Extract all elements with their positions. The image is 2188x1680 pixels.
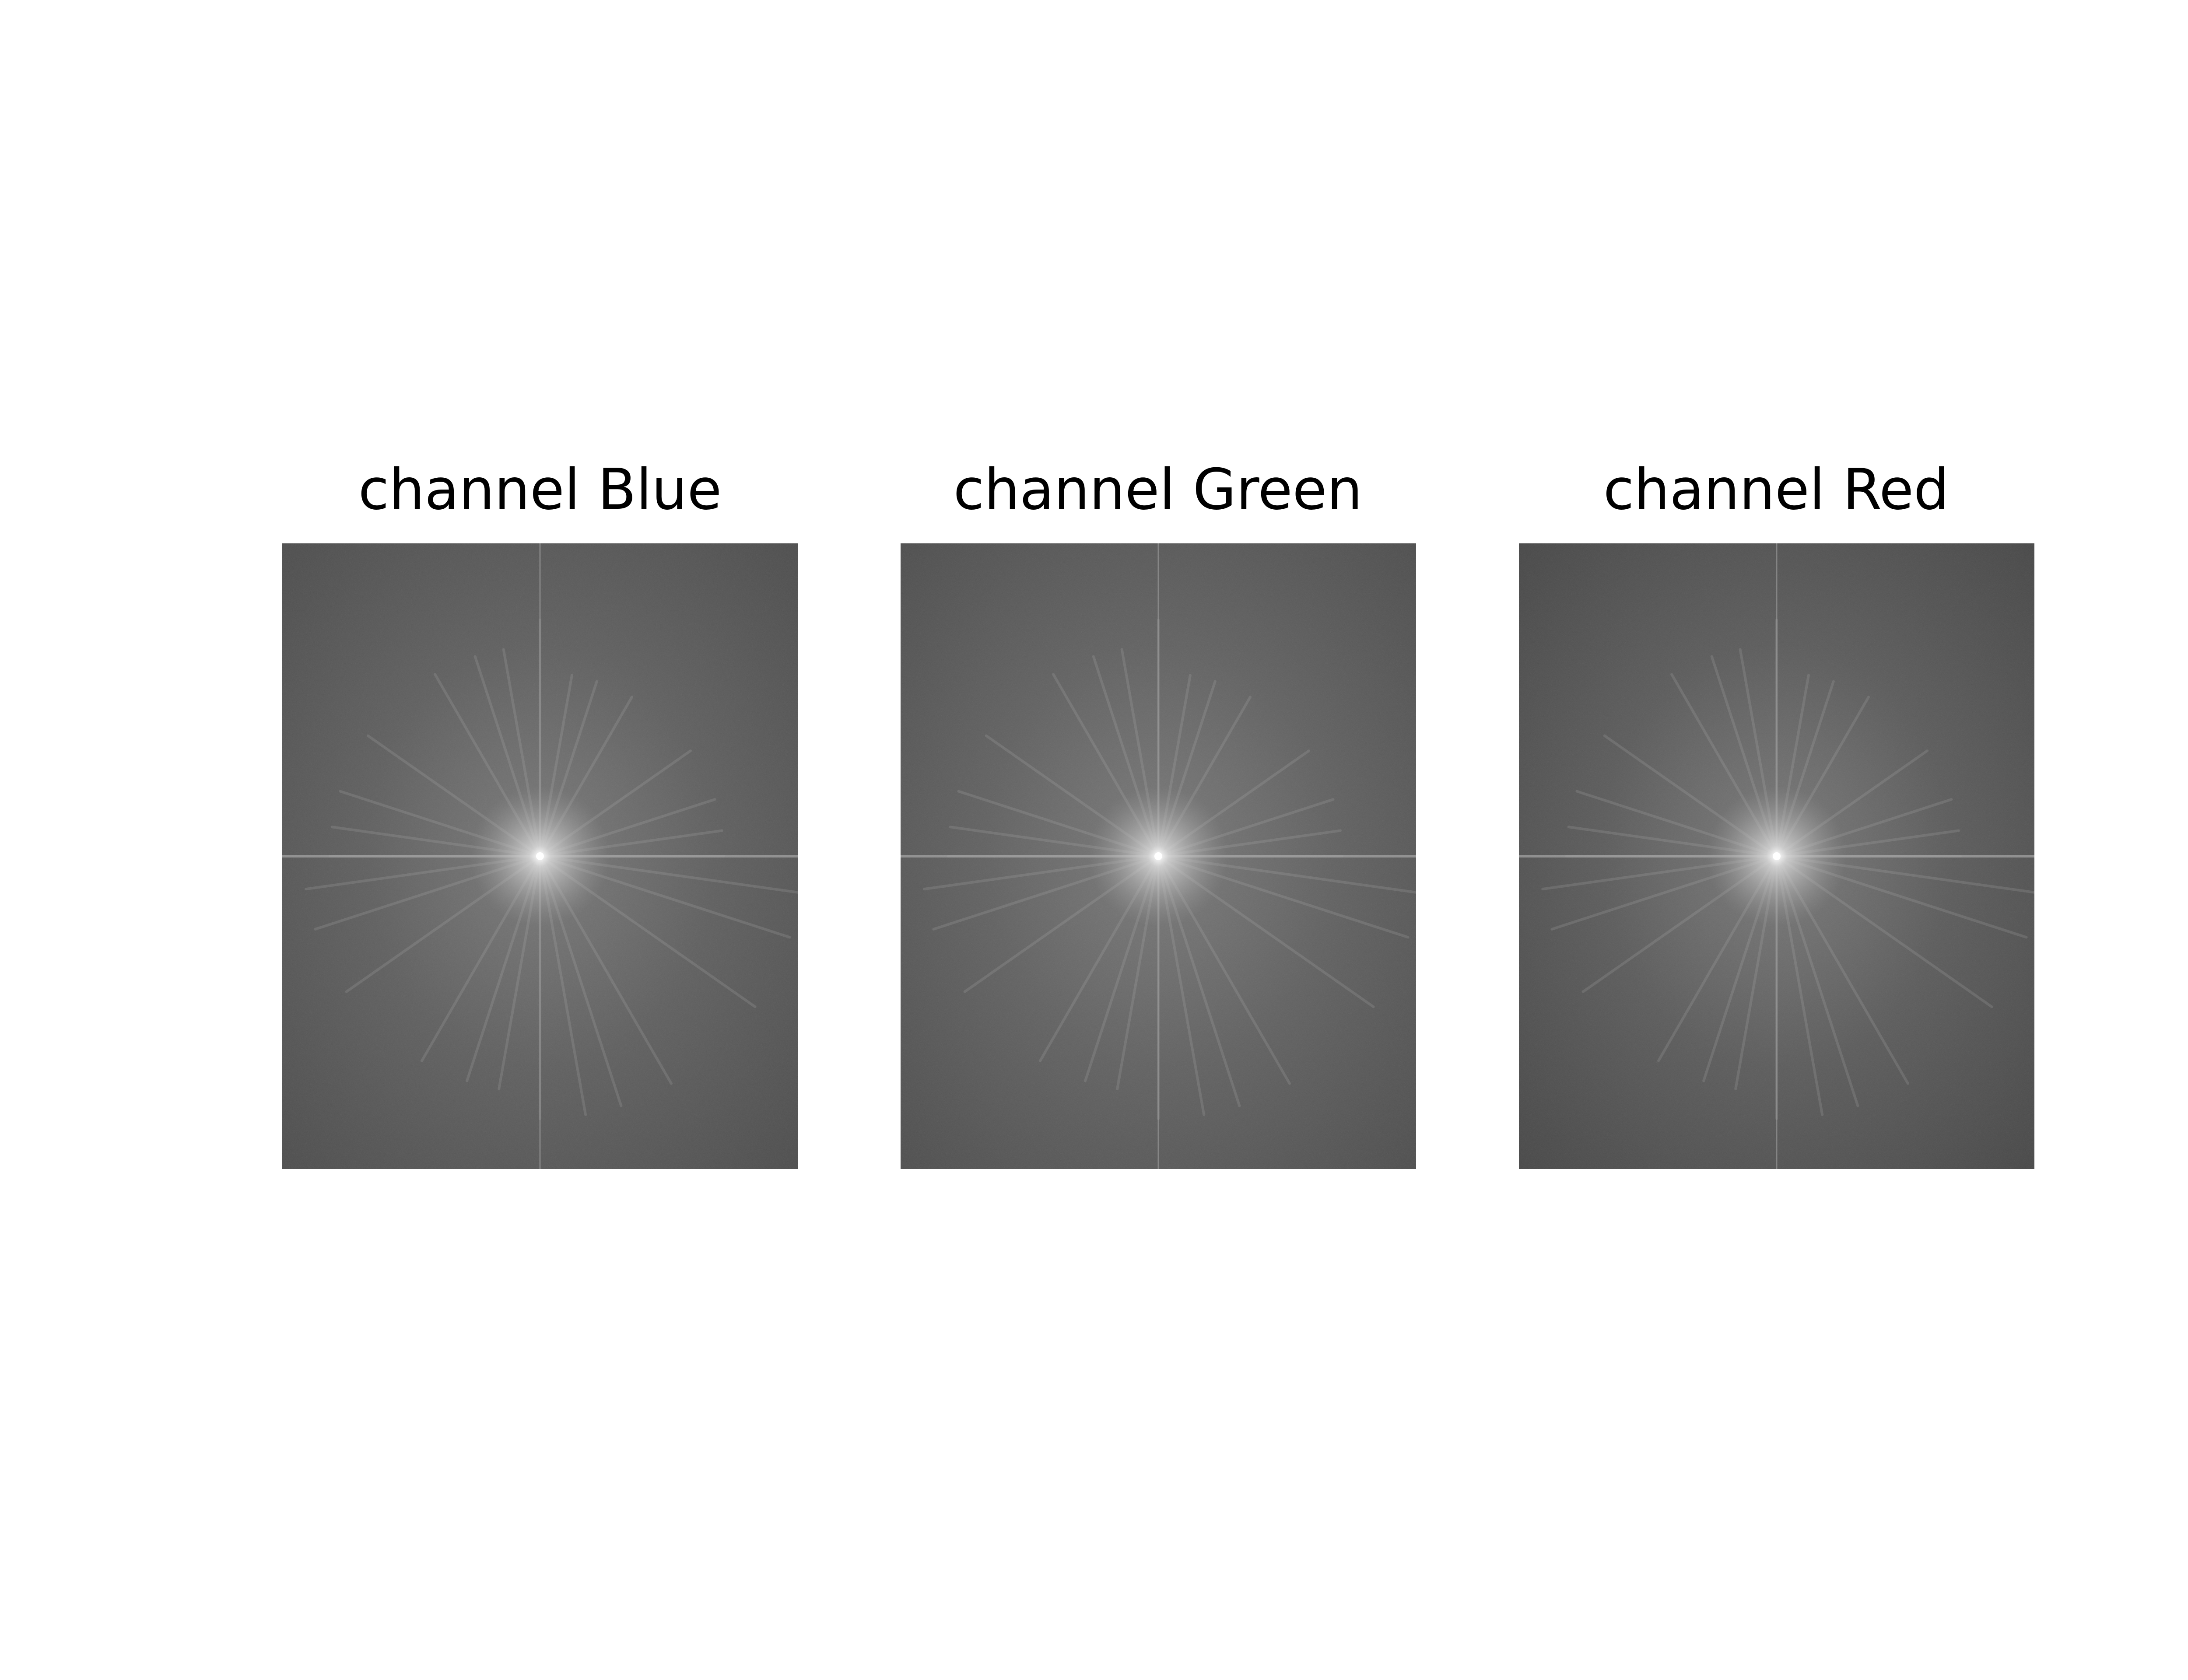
spectrum-image-green	[901, 543, 1416, 1169]
panel-title-green: channel Green	[953, 457, 1363, 522]
spectrum-image-blue	[282, 543, 798, 1169]
spectrum-image-red	[1519, 543, 2034, 1169]
panel-title-blue: channel Blue	[358, 457, 722, 522]
panel-title-red: channel Red	[1603, 457, 1950, 522]
